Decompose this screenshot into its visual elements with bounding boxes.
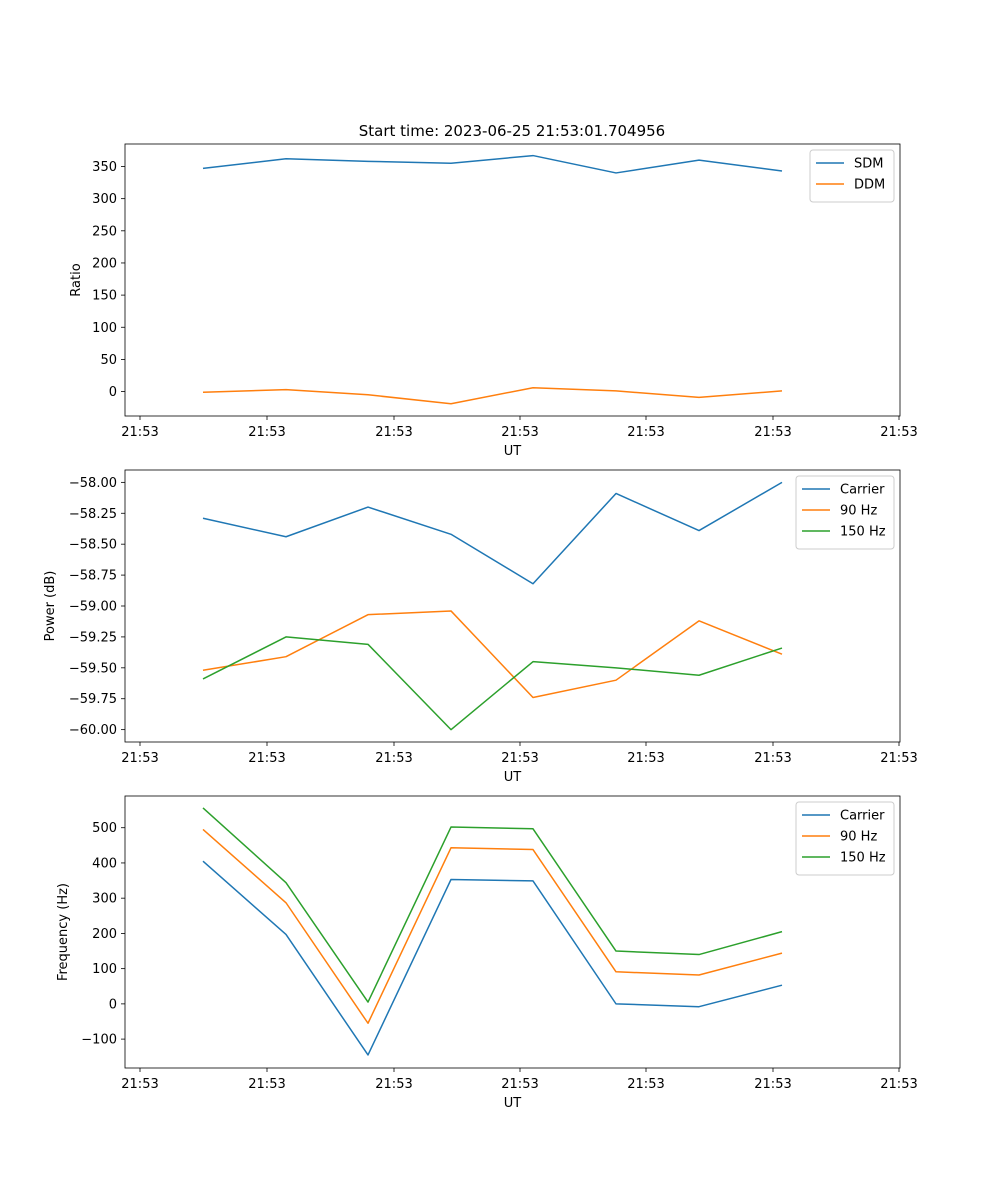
y-tick-label: −58.00	[69, 476, 117, 491]
x-tick-label: 21:53	[375, 1077, 412, 1092]
x-tick-label: 21:53	[627, 751, 664, 766]
y-tick-label: 200	[92, 927, 117, 942]
panel-3: 21:53 21:53 21:53 21:53 21:53 21:53 21:53 −100 0…	[56, 795, 918, 1111]
legend-label: 90 Hz	[840, 504, 877, 519]
legend-label: 150 Hz	[840, 525, 886, 540]
legend: Carrier 90 Hz 150 Hz	[795, 801, 895, 876]
y-tick-label: −59.00	[69, 600, 117, 615]
y-tick-label: −58.25	[69, 507, 117, 522]
x-tick-label: 21:53	[754, 751, 791, 766]
series-line-carrier	[202, 481, 783, 585]
x-tick-label: 21:53	[248, 1077, 285, 1092]
legend-label: DDM	[854, 178, 885, 193]
y-tick-label: 350	[92, 160, 117, 175]
y-tick-label: 0	[109, 997, 117, 1012]
figure-title: Start time: 2023-06-25 21:53:01.704956	[359, 122, 665, 140]
x-tick-label: 21:53	[754, 1077, 791, 1092]
x-tick-label: 21:53	[375, 751, 412, 766]
plot-frame	[124, 469, 901, 743]
x-tick-label: 21:53	[880, 1077, 917, 1092]
y-tick-label: 150	[92, 289, 117, 304]
panel-1: 21:53 21:53 21:53 21:53 21:53 21:53 21:53 0 50 10…	[69, 143, 918, 459]
legend-label: Carrier	[840, 483, 885, 498]
legend: SDM DDM	[809, 149, 895, 203]
series-line-carrier	[202, 860, 783, 1056]
y-tick-label: 300	[92, 192, 117, 207]
y-tick-label: −58.50	[69, 538, 117, 553]
x-tick-label: 21:53	[501, 425, 538, 440]
x-tick-label: 21:53	[880, 425, 917, 440]
y-tick-label: 200	[92, 256, 117, 271]
x-axis-label: UT	[504, 444, 522, 459]
x-tick-label: 21:53	[121, 425, 158, 440]
panel-2: 21:53 21:53 21:53 21:53 21:53 21:53 21:53 −60.0…	[43, 469, 918, 785]
legend: Carrier 90 Hz 150 Hz	[795, 475, 895, 550]
x-tick-label: 21:53	[121, 1077, 158, 1092]
x-tick-label: 21:53	[375, 425, 412, 440]
y-tick-label: 100	[92, 962, 117, 977]
legend-label: SDM	[854, 157, 883, 172]
series-line-150-hz	[202, 807, 783, 1003]
y-axis-label: Power (dB)	[43, 571, 58, 642]
series-line-150-hz	[202, 636, 783, 731]
y-tick-label: −100	[81, 1033, 117, 1048]
y-tick-label: −58.75	[69, 569, 117, 584]
series-line-ddm	[202, 386, 783, 405]
y-tick-label: 0	[109, 385, 117, 400]
x-axis-label: UT	[504, 770, 522, 785]
panels: 21:53 21:53 21:53 21:53 21:53 21:53 21:53 0 50 10…	[43, 143, 918, 1111]
y-tick-label: 100	[92, 321, 117, 336]
legend-label: 150 Hz	[840, 851, 886, 866]
x-tick-label: 21:53	[627, 425, 664, 440]
x-tick-label: 21:53	[880, 751, 917, 766]
plot-frame	[124, 143, 901, 417]
x-tick-label: 21:53	[121, 751, 158, 766]
y-tick-label: −59.50	[69, 661, 117, 676]
plot-frame	[124, 795, 901, 1069]
y-tick-label: 300	[92, 892, 117, 907]
x-tick-label: 21:53	[501, 751, 538, 766]
y-tick-label: −60.00	[69, 723, 117, 738]
y-tick-label: 50	[100, 353, 117, 368]
x-tick-label: 21:53	[501, 1077, 538, 1092]
y-tick-label: 250	[92, 224, 117, 239]
y-tick-label: 500	[92, 821, 117, 836]
y-axis-label: Ratio	[69, 263, 84, 296]
x-tick-label: 21:53	[248, 425, 285, 440]
x-tick-label: 21:53	[248, 751, 285, 766]
legend-label: 90 Hz	[840, 830, 877, 845]
y-tick-label: −59.25	[69, 630, 117, 645]
series-line-90-hz	[202, 828, 783, 1024]
y-tick-label: 400	[92, 856, 117, 871]
x-axis-label: UT	[504, 1096, 522, 1111]
y-axis-label: Frequency (Hz)	[56, 883, 71, 981]
legend-label: Carrier	[840, 809, 885, 824]
x-tick-label: 21:53	[627, 1077, 664, 1092]
series-line-90-hz	[202, 610, 783, 699]
x-tick-label: 21:53	[754, 425, 791, 440]
y-tick-label: −59.75	[69, 692, 117, 707]
series-line-sdm	[202, 154, 783, 174]
